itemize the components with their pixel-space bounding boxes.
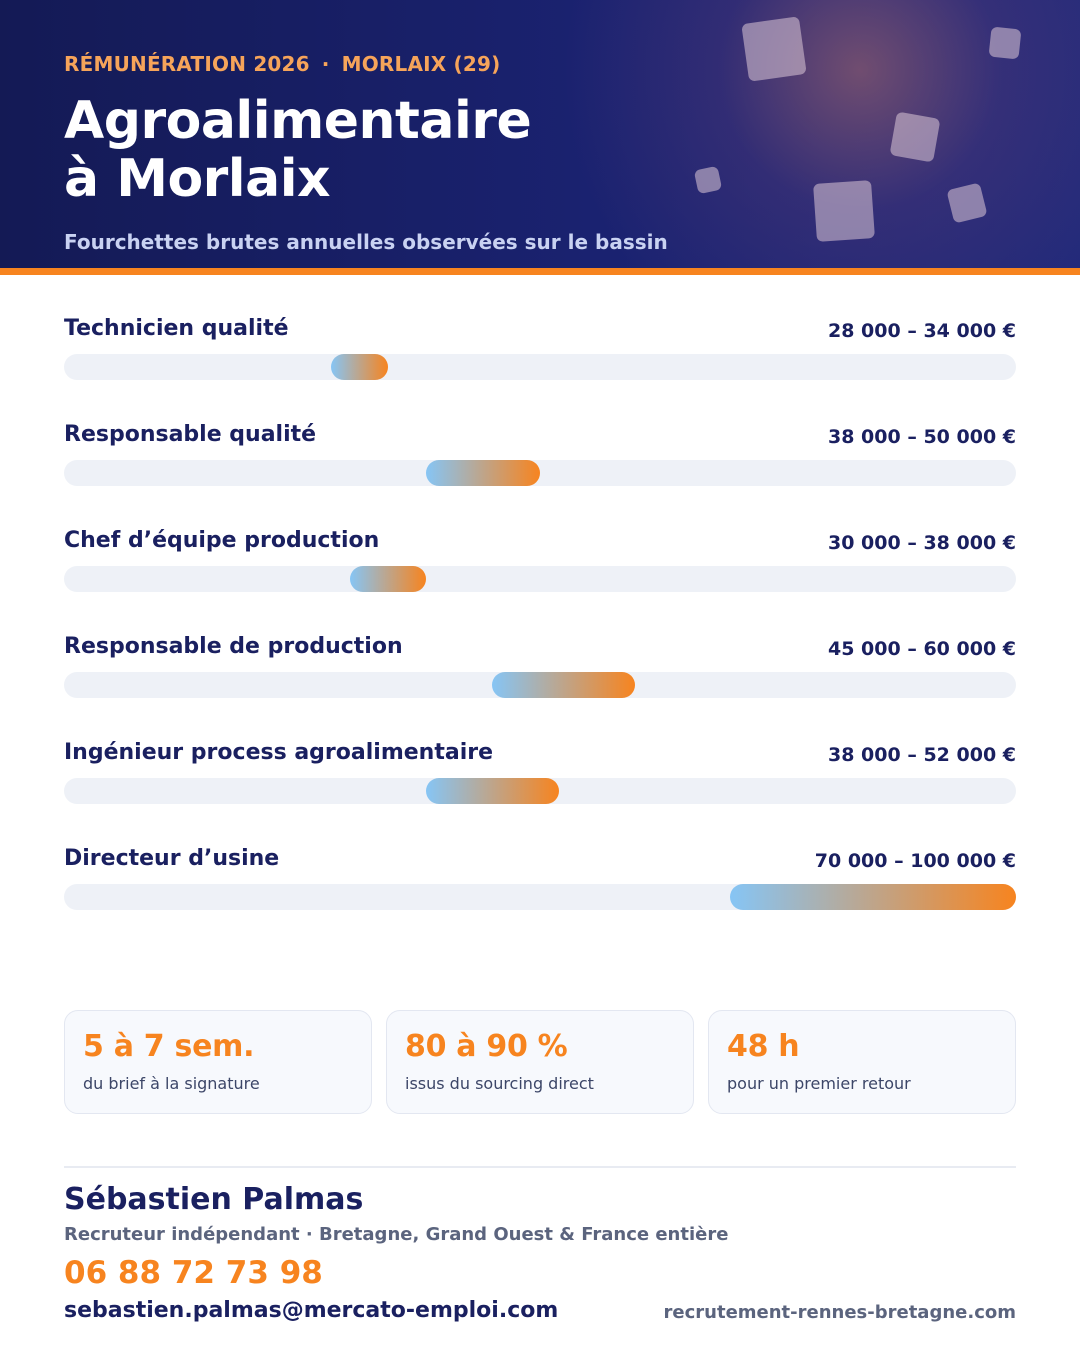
- salary-range-chart: Technicien qualité 28 000 – 34 000 € Res…: [64, 316, 1016, 952]
- decorative-square: [693, 165, 723, 195]
- salary-range-label: 38 000 – 52 000 €: [828, 744, 1016, 766]
- job-title: Responsable qualité: [64, 422, 317, 447]
- website-link[interactable]: recrutement-rennes-bretagne.com: [663, 1302, 1016, 1323]
- job-title: Responsable de production: [64, 634, 403, 659]
- stat-card: 5 à 7 sem. du brief à la signature: [64, 1010, 372, 1114]
- decorative-square: [889, 111, 941, 163]
- stat-card: 80 à 90 % issus du sourcing direct: [386, 1010, 694, 1114]
- contact-email-link[interactable]: sebastien.palmas@mercato-emploi.com: [64, 1298, 559, 1323]
- eyebrow: RÉMUNÉRATION 2026 · MORLAIX (29): [64, 52, 500, 76]
- range-track: [64, 460, 1016, 486]
- stat-description: du brief à la signature: [83, 1074, 260, 1093]
- range-bar: [425, 460, 540, 486]
- stat-value: 5 à 7 sem.: [83, 1029, 255, 1064]
- salary-range-label: 30 000 – 38 000 €: [828, 532, 1016, 554]
- stat-description: pour un premier retour: [727, 1074, 911, 1093]
- range-track: [64, 778, 1016, 804]
- job-title: Directeur d’usine: [64, 846, 280, 871]
- salary-row: Responsable qualité 38 000 – 50 000 €: [64, 422, 1016, 528]
- salary-row: Ingénieur process agroalimentaire 38 000…: [64, 740, 1016, 846]
- salary-range-label: 45 000 – 60 000 €: [828, 638, 1016, 660]
- range-track: [64, 566, 1016, 592]
- job-title: Chef d’équipe production: [64, 528, 380, 553]
- salary-range-label: 70 000 – 100 000 €: [814, 850, 1016, 872]
- stat-card: 48 h pour un premier retour: [708, 1010, 1016, 1114]
- salary-row: Directeur d’usine 70 000 – 100 000 €: [64, 846, 1016, 952]
- salary-range-label: 28 000 – 34 000 €: [828, 320, 1016, 342]
- range-bar: [349, 566, 426, 592]
- job-title: Ingénieur process agroalimentaire: [64, 740, 493, 765]
- eyebrow-separator: ·: [321, 52, 330, 76]
- header-banner: RÉMUNÉRATION 2026 · MORLAIX (29) Agroalime…: [0, 0, 1080, 268]
- contact-name: Sébastien Palmas: [64, 1182, 364, 1217]
- footer-divider: [64, 1166, 1016, 1168]
- stat-value: 80 à 90 %: [405, 1029, 568, 1064]
- range-bar: [330, 354, 388, 380]
- title-line-1: Agroalimentaire: [64, 91, 532, 151]
- page-subtitle: Fourchettes brutes annuelles observées s…: [64, 230, 668, 254]
- decorative-square: [946, 182, 988, 224]
- range-bar: [730, 884, 1016, 910]
- decorative-square: [741, 16, 807, 82]
- stat-description: issus du sourcing direct: [405, 1074, 594, 1093]
- contact-phone-link[interactable]: 06 88 72 73 98: [64, 1255, 323, 1291]
- page-title: Agroalimentaire à Morlaix: [64, 91, 532, 209]
- eyebrow-topic: RÉMUNÉRATION 2026: [64, 52, 310, 76]
- job-title: Technicien qualité: [64, 316, 289, 341]
- range-bar: [492, 672, 636, 698]
- range-track: [64, 672, 1016, 698]
- eyebrow-location: MORLAIX (29): [341, 52, 501, 76]
- salary-row: Technicien qualité 28 000 – 34 000 €: [64, 316, 1016, 422]
- decorative-square: [813, 180, 875, 242]
- header-accent-bar: [0, 268, 1080, 275]
- salary-row: Chef d’équipe production 30 000 – 38 000…: [64, 528, 1016, 634]
- salary-range-label: 38 000 – 50 000 €: [828, 426, 1016, 448]
- range-bar: [425, 778, 560, 804]
- contact-role: Recruteur indépendant · Bretagne, Grand …: [64, 1224, 729, 1245]
- range-track: [64, 884, 1016, 910]
- decorative-square: [988, 26, 1022, 60]
- range-track: [64, 354, 1016, 380]
- salary-row: Responsable de production 45 000 – 60 00…: [64, 634, 1016, 740]
- stat-value: 48 h: [727, 1029, 800, 1064]
- key-figures: 5 à 7 sem. du brief à la signature 80 à …: [64, 1010, 1016, 1114]
- title-line-2: à Morlaix: [64, 149, 331, 209]
